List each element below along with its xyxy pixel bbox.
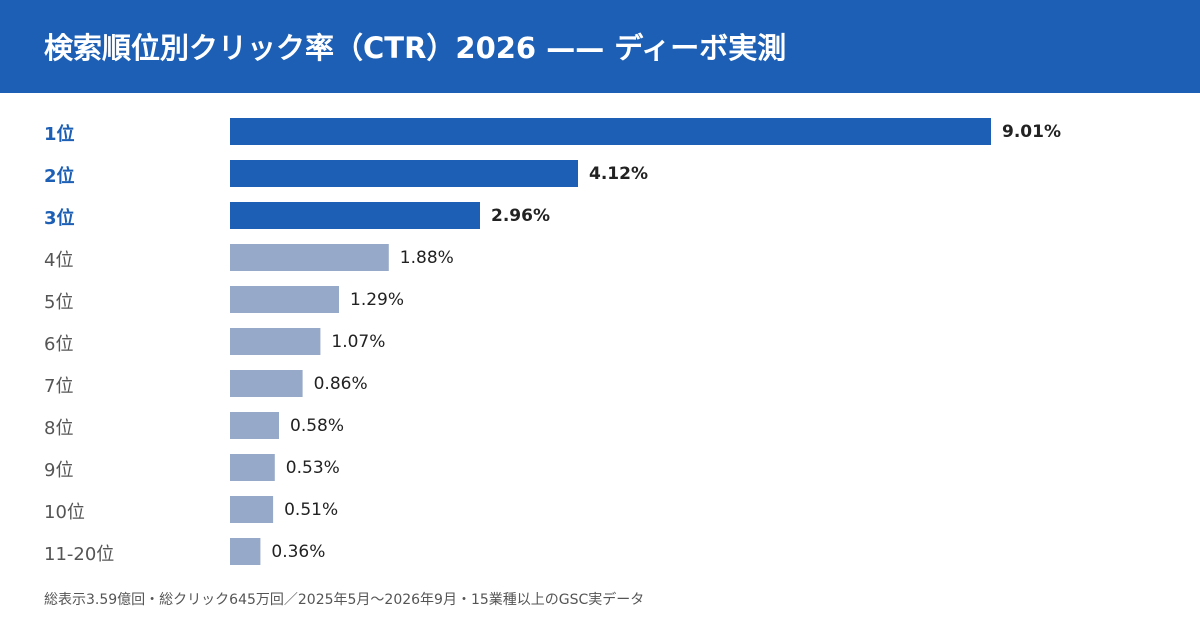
- value-label: 0.58%: [290, 416, 344, 436]
- value-label: 4.12%: [589, 164, 648, 184]
- category-label: 7位: [44, 376, 73, 397]
- bar: [230, 244, 389, 271]
- bar: [230, 328, 321, 355]
- bar: [230, 286, 339, 313]
- category-label: 3位: [44, 207, 75, 229]
- page-title: 検索順位別クリック率（CTR）2026 —— ディーボ実測: [44, 31, 787, 65]
- value-label: 2.96%: [491, 206, 550, 226]
- value-label: 0.86%: [314, 374, 368, 394]
- value-label: 0.53%: [286, 458, 340, 478]
- bar: [230, 412, 279, 439]
- header-banner: 検索順位別クリック率（CTR）2026 —— ディーボ実測: [0, 0, 1200, 93]
- category-label: 6位: [44, 334, 73, 355]
- footnote: 総表示3.59億回・総クリック645万回／2025年5月〜2026年9月・15業…: [44, 592, 645, 608]
- value-label: 9.01%: [1002, 122, 1061, 142]
- bar: [230, 118, 991, 145]
- bar: [230, 454, 275, 481]
- value-label: 0.36%: [271, 542, 325, 562]
- category-label: 11-20位: [44, 544, 114, 565]
- category-label: 5位: [44, 292, 73, 313]
- category-label: 8位: [44, 418, 73, 439]
- bar: [230, 370, 303, 397]
- ctr-bar-chart: 1位 9.01% 2位 4.12% 3位 2.96% 4位 1.88% 5位 1.29% 6位 1.0…: [44, 118, 1061, 565]
- bar: [230, 160, 578, 187]
- category-label: 1位: [44, 123, 75, 145]
- value-label: 1.29%: [350, 290, 404, 310]
- category-label: 4位: [44, 250, 73, 271]
- bar: [230, 538, 261, 565]
- bar: [230, 496, 274, 523]
- bar: [230, 202, 480, 229]
- value-label: 0.51%: [284, 500, 338, 520]
- value-label: 1.88%: [400, 248, 454, 268]
- category-label: 2位: [44, 165, 75, 187]
- value-label: 1.07%: [331, 332, 385, 352]
- category-label: 9位: [44, 460, 73, 481]
- category-label: 10位: [44, 502, 85, 523]
